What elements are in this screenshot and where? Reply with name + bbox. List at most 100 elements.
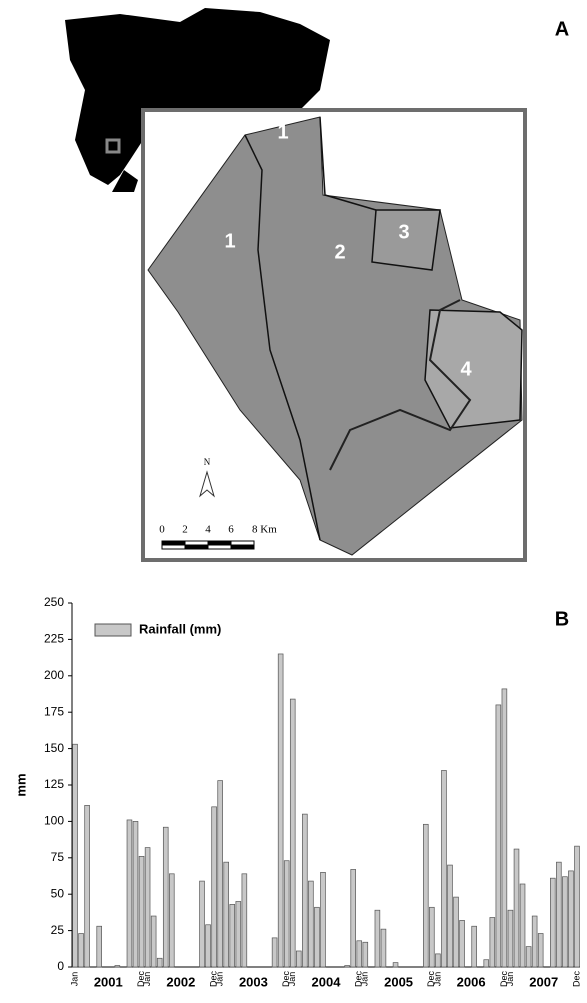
bar	[144, 847, 151, 968]
year-label: 2001	[94, 974, 123, 989]
bar	[96, 925, 102, 968]
bar	[562, 876, 568, 968]
bar	[519, 883, 526, 968]
zone-label: 1	[224, 230, 235, 252]
bar	[169, 873, 175, 968]
y-tick-label: 100	[44, 814, 64, 828]
bar	[78, 933, 84, 968]
x-tick-label: Dec	[499, 971, 509, 988]
year-label: 2003	[239, 974, 268, 989]
x-tick-label: Jan	[505, 972, 515, 987]
iberia-tip	[112, 170, 138, 192]
x-tick-label: Jan	[360, 972, 370, 987]
x-tick-label: Jan	[215, 972, 225, 987]
bar	[453, 896, 459, 968]
y-tick-label: 150	[44, 741, 64, 755]
y-tick-label: 0	[57, 959, 64, 973]
legend-swatch	[94, 623, 132, 637]
bar	[296, 950, 302, 968]
y-tick-label: 25	[51, 923, 65, 937]
y-tick-label: 75	[51, 850, 65, 864]
bar	[211, 806, 217, 968]
zone-3	[371, 209, 441, 271]
bar	[156, 957, 163, 968]
bar	[513, 848, 520, 968]
x-tick-label: Dec	[208, 971, 218, 988]
bar	[223, 861, 229, 968]
north-arrow	[199, 470, 215, 498]
scale-label: 0	[159, 524, 165, 536]
bar	[150, 915, 157, 968]
zone-label: 1	[277, 121, 288, 143]
bar	[356, 940, 363, 968]
bar	[217, 780, 223, 968]
river	[329, 299, 472, 471]
year-label: 2005	[384, 974, 413, 989]
bar	[283, 860, 290, 968]
bar	[241, 873, 248, 968]
bar	[302, 813, 308, 968]
x-tick-label: Jan	[432, 972, 442, 987]
bar	[471, 925, 477, 968]
bar	[162, 826, 169, 968]
zone-boundary	[319, 116, 377, 211]
bar	[362, 941, 369, 968]
scale-bar	[161, 540, 255, 550]
y-tick-label: 225	[44, 632, 64, 646]
y-tick-label: 50	[51, 886, 65, 900]
bar	[537, 933, 544, 968]
zone-label: 3	[398, 221, 409, 243]
bar	[229, 904, 236, 968]
bar	[435, 953, 441, 968]
bar	[429, 906, 435, 968]
year-label: 2004	[312, 974, 342, 989]
bar	[392, 962, 399, 968]
bar	[308, 880, 314, 968]
bar	[350, 869, 356, 968]
bar	[574, 845, 580, 968]
zone-boundary	[244, 134, 321, 541]
y-tick-label: 200	[44, 668, 64, 682]
bar	[344, 965, 350, 968]
bar	[501, 688, 508, 968]
panel-label: A	[555, 18, 569, 40]
bar	[114, 965, 121, 968]
bar	[556, 861, 562, 968]
bar	[277, 653, 284, 968]
bar	[489, 917, 496, 968]
bar	[525, 946, 532, 968]
x-tick-label: Jan	[142, 972, 152, 987]
bar	[271, 937, 278, 968]
bar	[374, 909, 381, 968]
scale-label: 4	[205, 524, 211, 536]
y-tick-label: 250	[44, 595, 64, 609]
bar	[441, 770, 447, 968]
year-label: 2006	[457, 974, 486, 989]
bar	[483, 959, 490, 968]
bar	[199, 880, 205, 968]
bar	[132, 821, 139, 968]
legend-label: Rainfall (mm)	[139, 621, 221, 636]
bar	[126, 819, 133, 968]
y-axis-label: mm	[13, 773, 28, 796]
site-marker	[105, 138, 121, 154]
bar	[235, 901, 242, 968]
bar	[314, 906, 320, 968]
x-tick-label: Dec	[281, 971, 291, 988]
year-label: 2007	[529, 974, 558, 989]
x-tick-label: Dec	[571, 971, 581, 988]
panel-label: B	[555, 608, 569, 630]
bar	[138, 855, 145, 968]
bar	[459, 920, 465, 968]
scale-label: 6	[228, 524, 234, 536]
bar	[289, 698, 296, 968]
bar	[531, 915, 538, 968]
bar	[423, 823, 429, 968]
bar	[550, 877, 556, 968]
iberia-silhouette	[65, 8, 330, 185]
north-label: N	[204, 457, 211, 467]
bar	[507, 909, 514, 968]
bar	[380, 928, 387, 968]
x-tick-label: Dec	[354, 971, 364, 988]
